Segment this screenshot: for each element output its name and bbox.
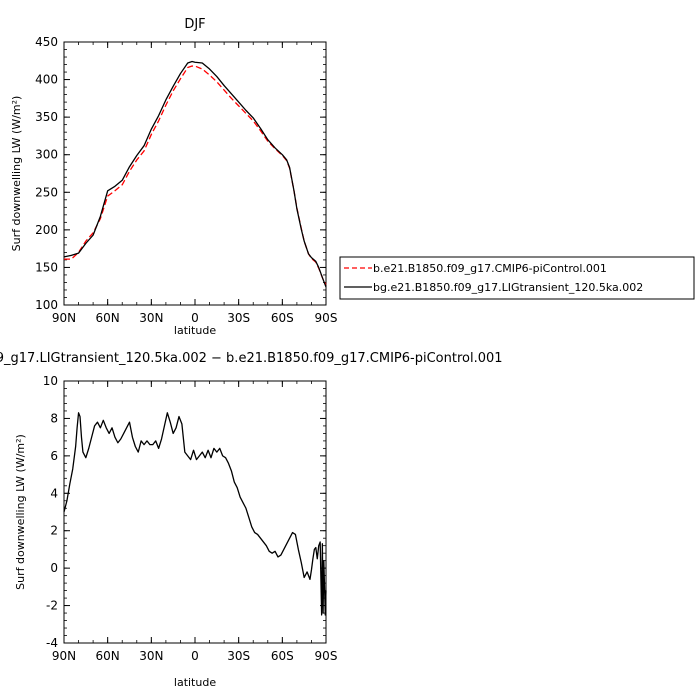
bottom-x-tick-label: 60S xyxy=(271,649,294,663)
top-series-line-1 xyxy=(63,60,327,288)
bottom-x-tick-label: 30S xyxy=(227,649,250,663)
top-series-line-0 xyxy=(64,65,327,286)
bottom-panel-chart: bg.e21.B1850.f09_g17.LIGtransient_120.5k… xyxy=(0,351,503,689)
top-plot-frame xyxy=(63,41,327,306)
bottom-y-tick-label: 10 xyxy=(43,374,58,388)
bottom-axis-ticks: -4 -2 0 2 4 6 8 10 90N 60N 30N 0 30S 60S 90S xyxy=(43,374,338,663)
bottom-y-tick-label: 8 xyxy=(50,411,58,425)
bottom-x-tick-label: 0 xyxy=(191,649,199,663)
top-x-tick-label: 30N xyxy=(139,311,163,325)
bottom-chart-title: bg.e21.B1850.f09_g17.LIGtransient_120.5k… xyxy=(0,351,503,366)
bottom-y-tick-label: 2 xyxy=(50,524,58,538)
bottom-x-tick-label: 60N xyxy=(96,649,120,663)
bottom-y-tick-label: 4 xyxy=(50,486,58,500)
top-y-tick-label: 450 xyxy=(35,35,58,49)
top-x-tick-label: 90N xyxy=(52,311,76,325)
bottom-y-tick-label: 6 xyxy=(50,449,58,463)
top-panel-chart: DJF latitude Surf downwelling LW (W/m²) … xyxy=(10,17,337,337)
bottom-x-axis-label: latitude xyxy=(174,676,216,689)
top-x-tick-label: 30S xyxy=(227,311,250,325)
top-y-tick-label: 100 xyxy=(35,298,58,312)
top-x-tick-label: 60N xyxy=(96,311,120,325)
bottom-y-tick-label: -2 xyxy=(46,599,58,613)
bottom-y-tick-label: 0 xyxy=(50,561,58,575)
legend-entry-picontrol: b.e21.B1850.f09_g17.CMIP6-piControl.001 xyxy=(373,262,607,275)
bottom-y-tick-label: -4 xyxy=(46,636,58,650)
bottom-x-tick-label: 90S xyxy=(315,649,338,663)
top-x-tick-label: 90S xyxy=(315,311,338,325)
bottom-series-lines xyxy=(63,412,327,616)
legend-entry-ligtransient: bg.e21.B1850.f09_g17.LIGtransient_120.5k… xyxy=(373,281,643,294)
bottom-x-tick-label: 90N xyxy=(52,649,76,663)
top-y-tick-label: 200 xyxy=(35,223,58,237)
bottom-y-axis-label: Surf downwelling LW (W/m²) xyxy=(14,434,27,590)
top-x-axis-label: latitude xyxy=(174,324,216,337)
top-y-tick-label: 150 xyxy=(35,260,58,274)
bottom-series-line-0 xyxy=(63,412,327,616)
legend: b.e21.B1850.f09_g17.CMIP6-piControl.001 … xyxy=(339,256,695,300)
top-y-tick-label: 250 xyxy=(35,185,58,199)
top-y-axis-label: Surf downwelling LW (W/m²) xyxy=(10,96,23,252)
top-axis-ticks: 100 150 200 250 300 350 400 450 90N 60N 30N 0 30S 60S… xyxy=(35,35,337,325)
top-y-tick-label: 400 xyxy=(35,73,58,87)
top-x-tick-label: 0 xyxy=(191,311,199,325)
top-y-tick-label: 300 xyxy=(35,148,58,162)
top-chart-title: DJF xyxy=(184,17,205,32)
legend-box xyxy=(339,256,695,300)
top-series-lines xyxy=(63,60,327,288)
top-y-tick-label: 350 xyxy=(35,110,58,124)
bottom-x-tick-label: 30N xyxy=(139,649,163,663)
top-x-tick-label: 60S xyxy=(271,311,294,325)
